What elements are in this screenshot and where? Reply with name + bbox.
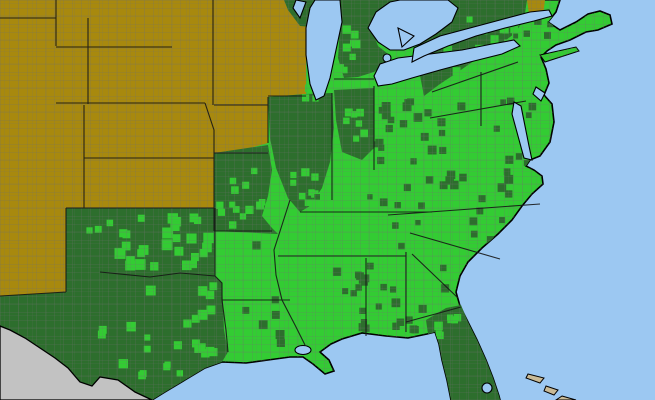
chesapeake-bay [511,101,533,161]
green-bay [292,0,307,20]
lake-michigan [305,0,343,101]
state-border-lines [0,0,541,353]
lake-huron [367,0,459,51]
lake-erie [373,39,521,87]
delaware-bay [532,86,546,102]
region-mexico [0,325,153,400]
region-bahamas [525,373,577,400]
lakes-layer [292,0,553,394]
lake-ontario [411,9,553,63]
lake-okeechobee [481,382,493,394]
lake-pontchartrain [294,344,312,356]
saginaw-bay [397,26,415,49]
